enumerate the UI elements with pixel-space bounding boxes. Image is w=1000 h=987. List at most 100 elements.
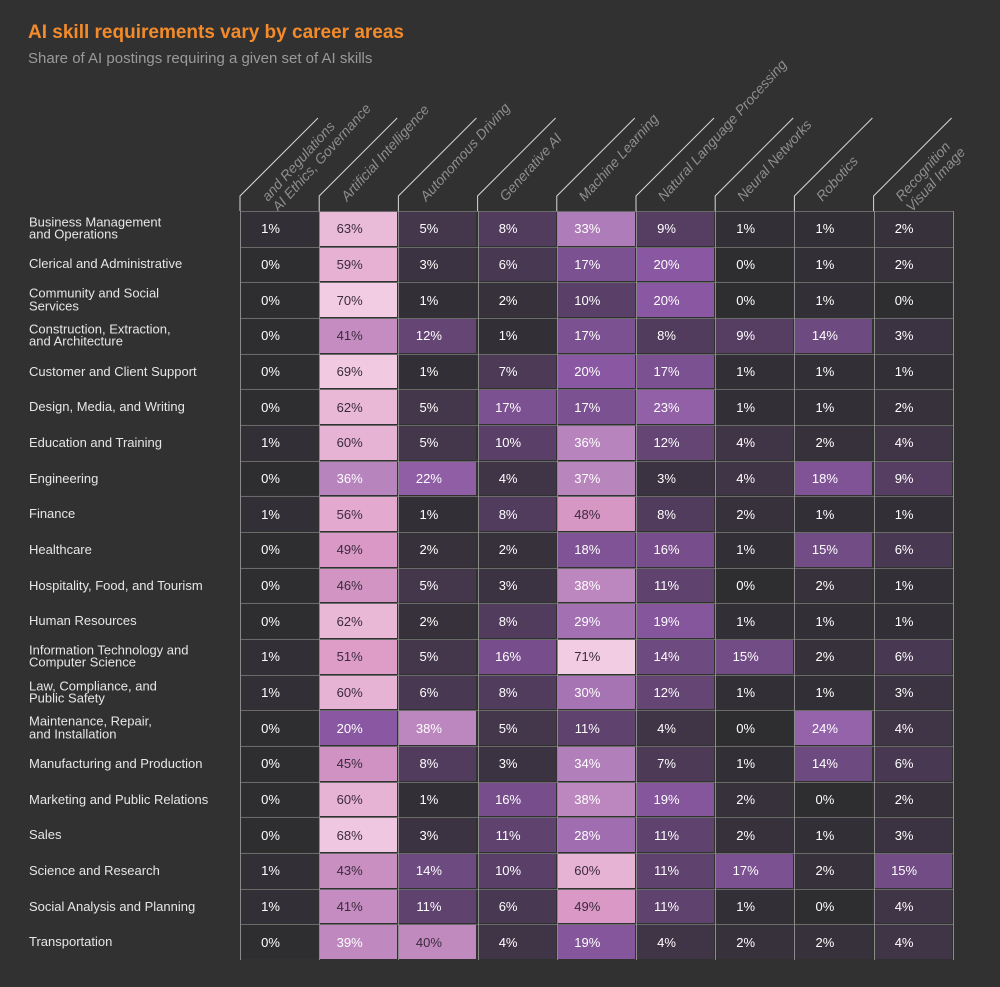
cell-value: 5% xyxy=(419,577,439,593)
cell-value: 49% xyxy=(574,898,601,914)
column-header-line xyxy=(635,117,715,211)
heatmap-cell: 0% xyxy=(716,283,794,317)
heatmap-cell: 51% xyxy=(320,640,398,674)
cell-value: 8% xyxy=(657,506,676,522)
column-divider xyxy=(319,211,321,960)
cell-value: 46% xyxy=(336,577,363,593)
heatmap-cell: 3% xyxy=(399,818,477,852)
cell-value: 0% xyxy=(261,470,280,486)
cell-value: 60% xyxy=(574,863,601,879)
table-row: Manufacturing and Production 0% 45% 8% 3% 34%… xyxy=(0,746,1000,782)
heatmap-cell: 5% xyxy=(399,568,477,603)
heatmap-cell: 5% xyxy=(399,212,477,246)
heatmap-cell: 3% xyxy=(637,461,714,496)
cell-value: 56% xyxy=(336,506,363,522)
cell-value: 41% xyxy=(336,898,363,914)
heatmap-cell: 8% xyxy=(399,747,477,781)
heatmap-cell: 1% xyxy=(795,497,873,531)
cell-value: 16% xyxy=(495,649,522,665)
heatmap-cell: 2% xyxy=(399,604,477,638)
heatmap-cell: 43% xyxy=(320,854,398,888)
heatmap-cell: 2% xyxy=(795,854,873,888)
heatmap-cell: 20% xyxy=(557,354,635,389)
table-row: Community and Social Services 0% 70% 1% 2% 10… xyxy=(0,282,1000,318)
cell-value: 2% xyxy=(736,827,756,843)
cell-value: 8% xyxy=(498,221,518,237)
heatmap-cell: 6% xyxy=(478,889,556,924)
cell-value: 0% xyxy=(261,756,280,772)
cell-value: 20% xyxy=(574,363,601,379)
heatmap-cell: 15% xyxy=(716,640,794,674)
heatmap-cell: 3% xyxy=(874,675,952,710)
row-label: Education and Training xyxy=(29,434,162,450)
cell-value: 8% xyxy=(419,756,439,772)
heatmap-cell: 1% xyxy=(795,818,873,852)
cell-value: 2% xyxy=(815,649,835,665)
heatmap-cell: 11% xyxy=(637,818,714,852)
heatmap-cell: 17% xyxy=(557,319,635,353)
heatmap-cell: 22% xyxy=(399,461,477,496)
cell-value: 1% xyxy=(894,577,914,593)
heatmap-cell: 1% xyxy=(795,604,873,638)
heatmap-cell: 0% xyxy=(241,925,318,959)
heatmap-cell: 62% xyxy=(320,604,398,638)
cell-value: 10% xyxy=(495,863,522,879)
cell-value: 2% xyxy=(894,256,914,272)
heatmap-cell: 0% xyxy=(241,782,318,817)
cell-value: 1% xyxy=(261,684,280,700)
cell-value: 4% xyxy=(894,934,914,950)
cell-value: 1% xyxy=(815,256,835,272)
cell-value: 2% xyxy=(419,542,439,558)
cell-value: 6% xyxy=(894,649,914,665)
table-row: Construction, Extraction, and Architectu… xyxy=(0,318,1000,354)
cell-value: 2% xyxy=(815,435,835,451)
column-header-line xyxy=(239,117,319,211)
heatmap-cell: 2% xyxy=(874,212,952,246)
cell-value: 60% xyxy=(336,435,363,451)
heatmap-cell: 37% xyxy=(557,461,635,496)
heatmap-cell: 3% xyxy=(874,818,952,852)
cell-value: 1% xyxy=(736,613,756,629)
heatmap-cell: 5% xyxy=(478,711,556,745)
heatmap-cell: 2% xyxy=(795,426,873,460)
cell-value: 62% xyxy=(336,613,363,629)
heatmap-cell: 60% xyxy=(557,854,635,888)
cell-value: 41% xyxy=(336,328,363,344)
row-divider xyxy=(240,639,953,641)
cell-value: 1% xyxy=(261,435,280,451)
heatmap-cell: 18% xyxy=(795,461,873,496)
cell-value: 1% xyxy=(419,791,439,807)
cell-value: 2% xyxy=(815,934,835,950)
column-header-label: Neural Networks xyxy=(734,116,815,204)
cell-value: 2% xyxy=(736,934,756,950)
heatmap-cell: 5% xyxy=(399,426,477,460)
row-divider xyxy=(240,817,953,819)
heatmap-cell: 49% xyxy=(557,889,635,924)
heatmap-cell: 6% xyxy=(874,747,952,781)
heatmap-cell: 1% xyxy=(399,354,477,389)
heatmap-cell: 15% xyxy=(874,854,952,888)
cell-value: 1% xyxy=(261,898,280,914)
cell-value: 1% xyxy=(261,221,280,237)
heatmap-cell: 2% xyxy=(874,782,952,817)
heatmap-cell: 30% xyxy=(557,675,635,710)
row-label: Community and Social Services xyxy=(29,285,160,314)
heatmap-cell: 38% xyxy=(399,711,477,745)
heatmap-cell: 11% xyxy=(637,568,714,603)
cell-value: 24% xyxy=(811,720,838,736)
heatmap-cell: 1% xyxy=(716,533,794,567)
row-label: Manufacturing and Production xyxy=(29,755,203,771)
heatmap-cell: 33% xyxy=(557,212,635,246)
heatmap-cell: 0% xyxy=(795,782,873,817)
heatmap-cell: 14% xyxy=(795,319,873,353)
cell-value: 9% xyxy=(736,328,756,344)
cell-value: 4% xyxy=(894,898,914,914)
heatmap-cell: 10% xyxy=(478,854,556,888)
row-label: Business Management and Operations xyxy=(29,214,162,242)
cell-value: 0% xyxy=(261,292,280,308)
cell-value: 5% xyxy=(419,399,439,415)
table-row: Law, Compliance, and Public Safety 1% 60% 6… xyxy=(0,675,1000,711)
column-header-line xyxy=(873,117,952,211)
cell-value: 4% xyxy=(894,720,914,736)
cell-value: 11% xyxy=(416,898,442,914)
